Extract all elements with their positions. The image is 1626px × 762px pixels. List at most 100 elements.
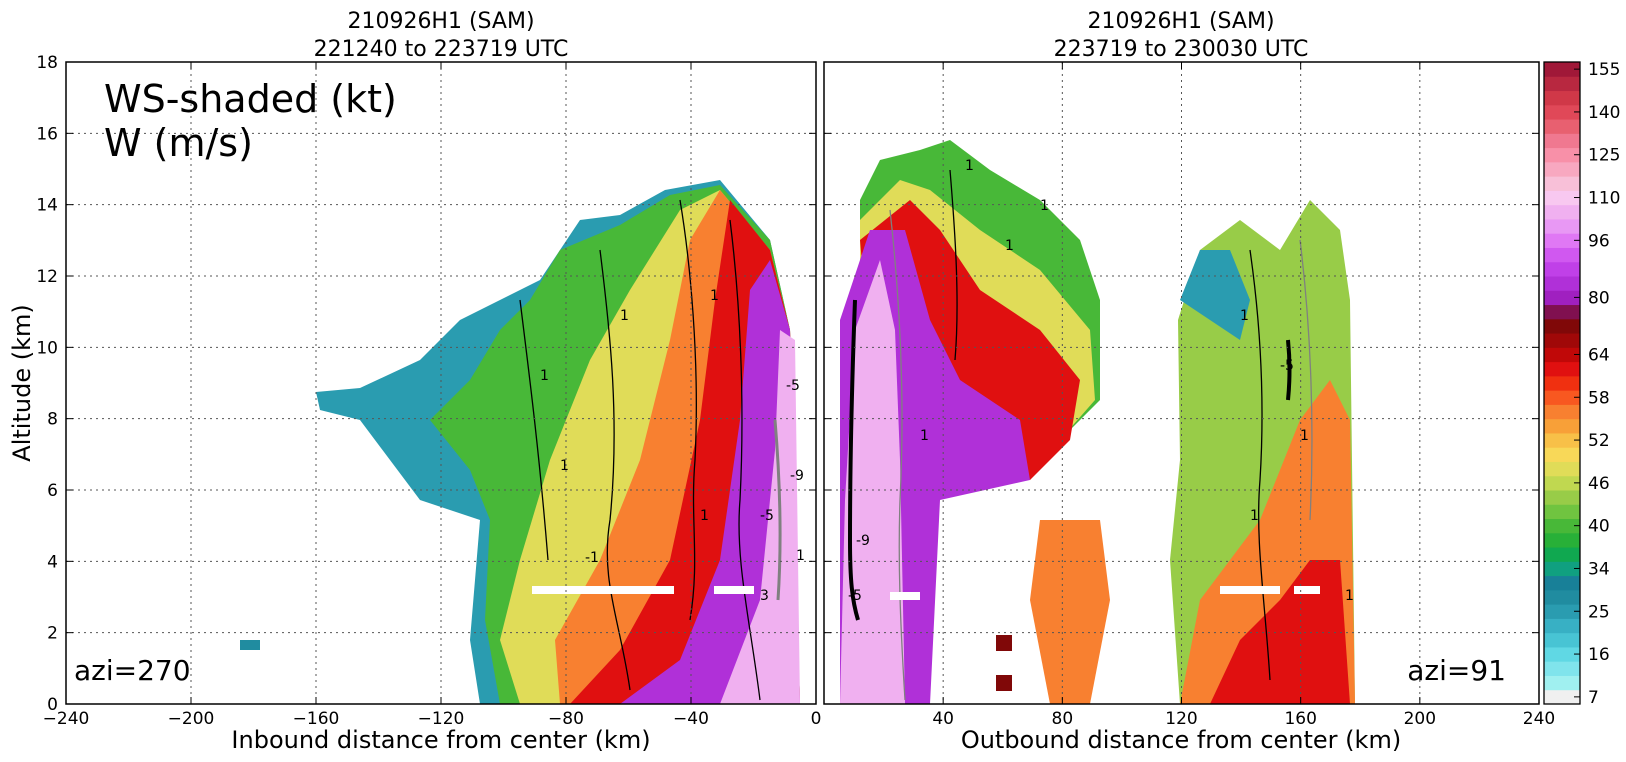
ws-region-teal: [1180, 250, 1250, 340]
colorbar-tick-label: 7: [1588, 688, 1599, 708]
y-tick-label: 0: [47, 695, 58, 715]
y-tick-label: 6: [47, 481, 58, 501]
colorbar-tick-label: 80: [1588, 288, 1610, 308]
left-y-ticks: 0 2 4 6 8 10 12 14 16 18: [36, 53, 816, 715]
ws-region-red-2: [1210, 560, 1350, 704]
ws-region-isolated: [240, 640, 260, 650]
data-gap: [1120, 520, 1170, 704]
colorbar-band: [1544, 504, 1580, 520]
colorbar-band: [1544, 675, 1580, 691]
y-tick-label: 14: [36, 196, 58, 216]
left-x-axis-label: Inbound distance from center (km): [231, 726, 650, 754]
ws-region-purple: [620, 260, 800, 704]
w-contour: [519, 299, 549, 561]
x-tick-label: 80: [1052, 709, 1074, 729]
colorbar-band: [1544, 432, 1580, 448]
left-x-ticks: −240 −200 −160 −120 −80 −40 0: [43, 62, 821, 729]
colorbar-band: [1544, 447, 1580, 462]
colorbar-band: [1544, 646, 1580, 662]
y-tick-label: 16: [36, 124, 58, 144]
colorbar-band: [1544, 390, 1580, 405]
ws-annotation-line2: W (m/s): [104, 121, 253, 165]
data-gap: [714, 586, 754, 594]
colorbar-band: [1544, 147, 1580, 163]
data-gap: [1220, 586, 1280, 594]
colorbar-tick-label: 110: [1588, 189, 1620, 209]
w-contour: [889, 209, 906, 701]
y-tick-label: 8: [47, 410, 58, 430]
colorbar-band: [1544, 518, 1580, 534]
colorbar-band: [1544, 561, 1580, 577]
w-contour: [773, 419, 782, 601]
ws-region-pink: [720, 330, 800, 704]
colorbar-band: [1544, 347, 1580, 363]
colorbar-band: [1544, 632, 1580, 648]
contour-label: 1: [1250, 508, 1259, 524]
right-title-line2: 223719 to 230030 UTC: [1054, 37, 1309, 62]
colorbar-band: [1544, 318, 1580, 334]
ws-region-pink: [840, 260, 905, 704]
contour-label: 1: [1345, 588, 1354, 604]
ws-region-orange: [1030, 520, 1110, 704]
colorbar-band: [1544, 461, 1580, 477]
contour-label: -5: [1280, 358, 1294, 374]
colorbar-tick-label: 25: [1588, 602, 1610, 622]
contour-label: -9: [790, 468, 804, 484]
contour-label: -5: [848, 588, 862, 604]
right-x-ticks: 40 80 120 160 200 240: [823, 61, 1555, 729]
colorbar-tick-label: 155: [1588, 60, 1620, 80]
colorbar-band: [1544, 161, 1580, 177]
colorbar-band: [1544, 532, 1580, 548]
colorbar-tick-label: 40: [1588, 517, 1610, 537]
x-tick-label: −200: [168, 709, 215, 729]
x-tick-label: −240: [43, 709, 90, 729]
contour-label: 3: [760, 588, 769, 604]
data-gap: [532, 586, 674, 594]
x-tick-label: 40: [932, 709, 954, 729]
colorbar: 155 140 125 110 96 80 64 58 52 46 40 34 25 16 7: [1543, 60, 1620, 708]
contour-label: -5: [786, 378, 800, 394]
contour-label: 1: [560, 458, 569, 474]
colorbar-band: [1544, 133, 1580, 149]
colorbar-tick-label: 140: [1588, 103, 1620, 123]
contour-label: 1: [700, 508, 709, 524]
right-grid: [824, 62, 1539, 704]
contour-label: 1: [1300, 428, 1309, 444]
colorbar-band: [1544, 689, 1580, 705]
colorbar-band: [1544, 247, 1580, 263]
outbound-panel: 40 80 120 160 200 240 azi=91 1 1 1 -9 -5 1 1 -5 1 1 1: [823, 61, 1555, 729]
w-contour: [847, 299, 860, 621]
contour-label: 1: [620, 308, 629, 324]
colorbar-band: [1544, 375, 1580, 391]
contour-label: 1: [1240, 308, 1249, 324]
colorbar-band: [1544, 404, 1580, 420]
x-tick-label: 200: [1404, 709, 1436, 729]
y-tick-label: 4: [47, 552, 58, 572]
colorbar-tick-label: 46: [1588, 474, 1610, 494]
ws-region-isolated: [996, 635, 1012, 651]
colorbar-band: [1544, 76, 1580, 92]
y-tick-label: 2: [47, 624, 58, 644]
y-tick-label: 10: [36, 338, 58, 358]
x-tick-label: 120: [1165, 709, 1197, 729]
colorbar-band: [1544, 204, 1580, 220]
contour-label: 1: [1040, 198, 1049, 214]
contour-label: 1: [920, 428, 929, 444]
colorbar-band: [1544, 618, 1580, 634]
x-tick-label: 240: [1523, 709, 1555, 729]
y-tick-label: 12: [36, 267, 58, 287]
colorbar-band: [1544, 361, 1580, 377]
colorbar-band: [1544, 475, 1580, 491]
colorbar-band: [1544, 90, 1580, 106]
contour-label: -1: [585, 550, 599, 566]
contour-label: 1: [1005, 238, 1014, 254]
x-tick-label: −80: [548, 709, 584, 729]
w-contour: [1249, 249, 1271, 681]
colorbar-band: [1544, 418, 1580, 434]
colorbar-frame: [1543, 61, 1581, 705]
y-axis-label: Altitude (km): [8, 304, 36, 461]
ws-region-isolated: [996, 675, 1012, 691]
w-contour: [729, 219, 761, 701]
contour-label: 1: [710, 288, 719, 304]
